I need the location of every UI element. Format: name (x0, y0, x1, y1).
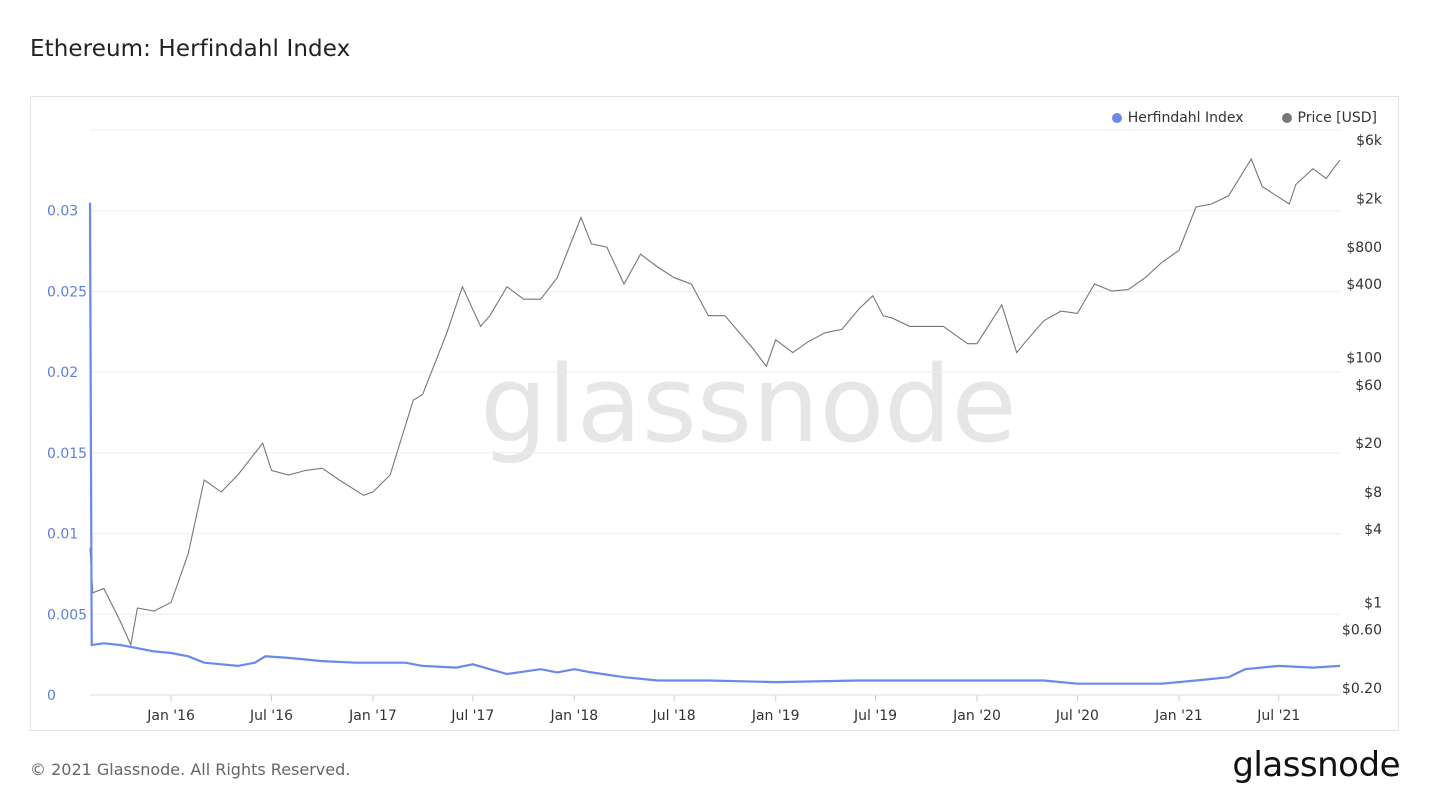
x-tick-label: Jul '19 (853, 708, 897, 724)
left-tick-label: 0.03 (47, 204, 78, 220)
x-tick-label: Jan '16 (146, 708, 195, 724)
x-tick-label: Jul '21 (1256, 708, 1300, 724)
x-tick-label: Jan '21 (1154, 708, 1203, 724)
right-tick-label: $1 (1364, 595, 1382, 611)
x-axis: Jan '16 Jul '16 Jan '17 Jul '17 Jan '18 Jul '… (90, 694, 1340, 724)
left-tick-label: 0 (47, 688, 56, 704)
right-axis: $0.20 $0.60 $1 $4 $8 $20 $60 $100 $400 $800 $2k $6k (1342, 133, 1383, 697)
right-tick-label: $20 (1355, 436, 1382, 452)
right-tick-label: $6k (1356, 133, 1383, 149)
right-tick-label: $4 (1364, 522, 1382, 538)
legend-dot (1281, 113, 1292, 123)
brand-logo: glassnode (1232, 745, 1400, 785)
x-tick-label: Jul '20 (1055, 708, 1099, 724)
chart-frame (30, 96, 1399, 731)
right-tick-label: $400 (1346, 277, 1382, 293)
grid-lines (90, 129, 1340, 696)
right-tick-label: $0.60 (1342, 623, 1382, 639)
x-tick-label: Jul '16 (249, 708, 293, 724)
copyright-text: © 2021 Glassnode. All Rights Reserved. (30, 760, 351, 779)
x-tick-label: Jul '17 (450, 708, 494, 724)
price-series-line (89, 157, 1341, 647)
legend-item-price[interactable]: Price [USD] (1281, 110, 1377, 126)
herfindahl-series-line (88, 202, 1341, 685)
x-tick-label: Jul '18 (652, 708, 696, 724)
legend-label: Herfindahl Index (1127, 110, 1244, 126)
watermark-text: glassnode (480, 343, 1017, 466)
legend-label: Price [USD] (1297, 110, 1377, 126)
legend-dot (1111, 113, 1122, 123)
left-axis: 0 0.005 0.01 0.015 0.02 0.025 0.03 (47, 204, 87, 704)
right-tick-label: $8 (1364, 485, 1382, 501)
x-tick-label: Jan '17 (348, 708, 397, 724)
right-tick-label: $60 (1355, 378, 1382, 394)
legend: Herfindahl Index Price [USD] (1111, 110, 1377, 126)
legend-item-herfindahl[interactable]: Herfindahl Index (1111, 110, 1244, 126)
x-tick-label: Jan '19 (751, 708, 800, 724)
left-tick-label: 0.015 (47, 446, 87, 462)
left-tick-label: 0.025 (47, 284, 87, 300)
right-tick-label: $2k (1356, 191, 1383, 207)
x-tick-label: Jan '18 (549, 708, 598, 724)
x-tick-label: Jan '20 (952, 708, 1001, 724)
left-tick-label: 0.005 (47, 607, 87, 623)
right-tick-label: $800 (1346, 240, 1382, 256)
right-tick-label: $0.20 (1342, 681, 1382, 697)
left-tick-label: 0.01 (47, 527, 78, 543)
page-title: Ethereum: Herfindahl Index (30, 36, 351, 62)
right-tick-label: $100 (1346, 351, 1382, 367)
left-tick-label: 0.02 (47, 365, 78, 381)
